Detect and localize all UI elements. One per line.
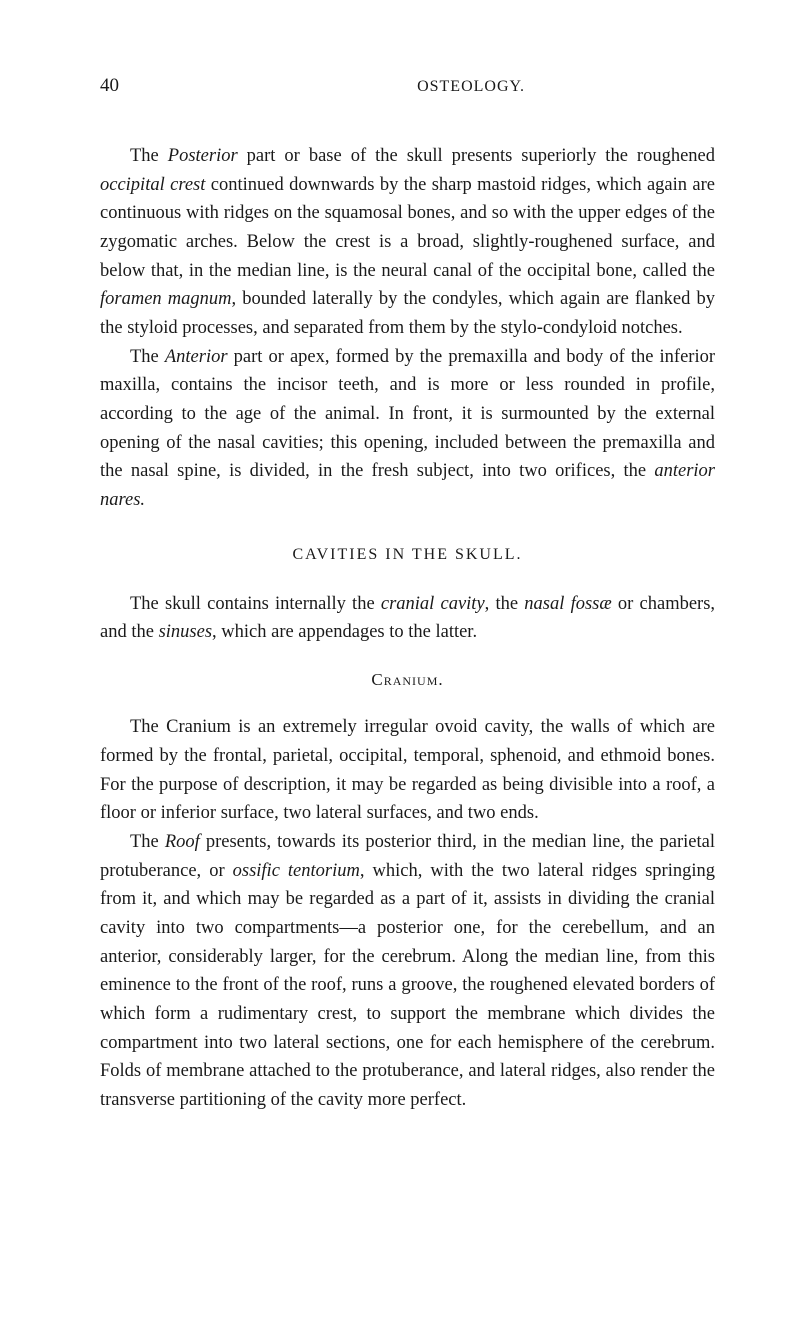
- italic-term: nasal fossæ: [524, 594, 611, 614]
- italic-term: Anterior: [165, 347, 228, 367]
- text: , which are appendages to the latter.: [212, 622, 477, 642]
- italic-term: foramen magnum: [100, 289, 232, 309]
- subheading-cranium: Cranium.: [100, 667, 715, 693]
- italic-term: occipital crest: [100, 175, 205, 195]
- text: , which, with the two lateral ridges spr…: [100, 861, 715, 1110]
- italic-term: cranial cavity: [381, 594, 485, 614]
- text: part or base of the skull presents super…: [238, 146, 715, 166]
- section-heading: CAVITIES IN THE SKULL.: [100, 543, 715, 568]
- text: , the: [485, 594, 525, 614]
- text: The: [130, 146, 168, 166]
- running-head: OSTEOLOGY.: [417, 78, 525, 96]
- body-content: The Posterior part or base of the skull …: [100, 142, 715, 1115]
- paragraph-2: The Anterior part or apex, formed by the…: [100, 343, 715, 515]
- paragraph-3: The skull contains internally the crania…: [100, 590, 715, 647]
- italic-term: Posterior: [168, 146, 238, 166]
- italic-term: sinuses: [159, 622, 212, 642]
- text: The: [130, 347, 165, 367]
- text: The skull contains internally the: [130, 594, 381, 614]
- text: The: [130, 832, 165, 852]
- paragraph-5: The Roof presents, towards its posterior…: [100, 828, 715, 1115]
- italic-term: ossific tentorium: [233, 861, 360, 881]
- page-number: 40: [100, 75, 119, 97]
- italic-term: Roof: [165, 832, 200, 852]
- paragraph-1: The Posterior part or base of the skull …: [100, 142, 715, 343]
- page-header: 40 OSTEOLOGY.: [100, 75, 715, 97]
- paragraph-4: The Cranium is an extremely irregular ov…: [100, 713, 715, 828]
